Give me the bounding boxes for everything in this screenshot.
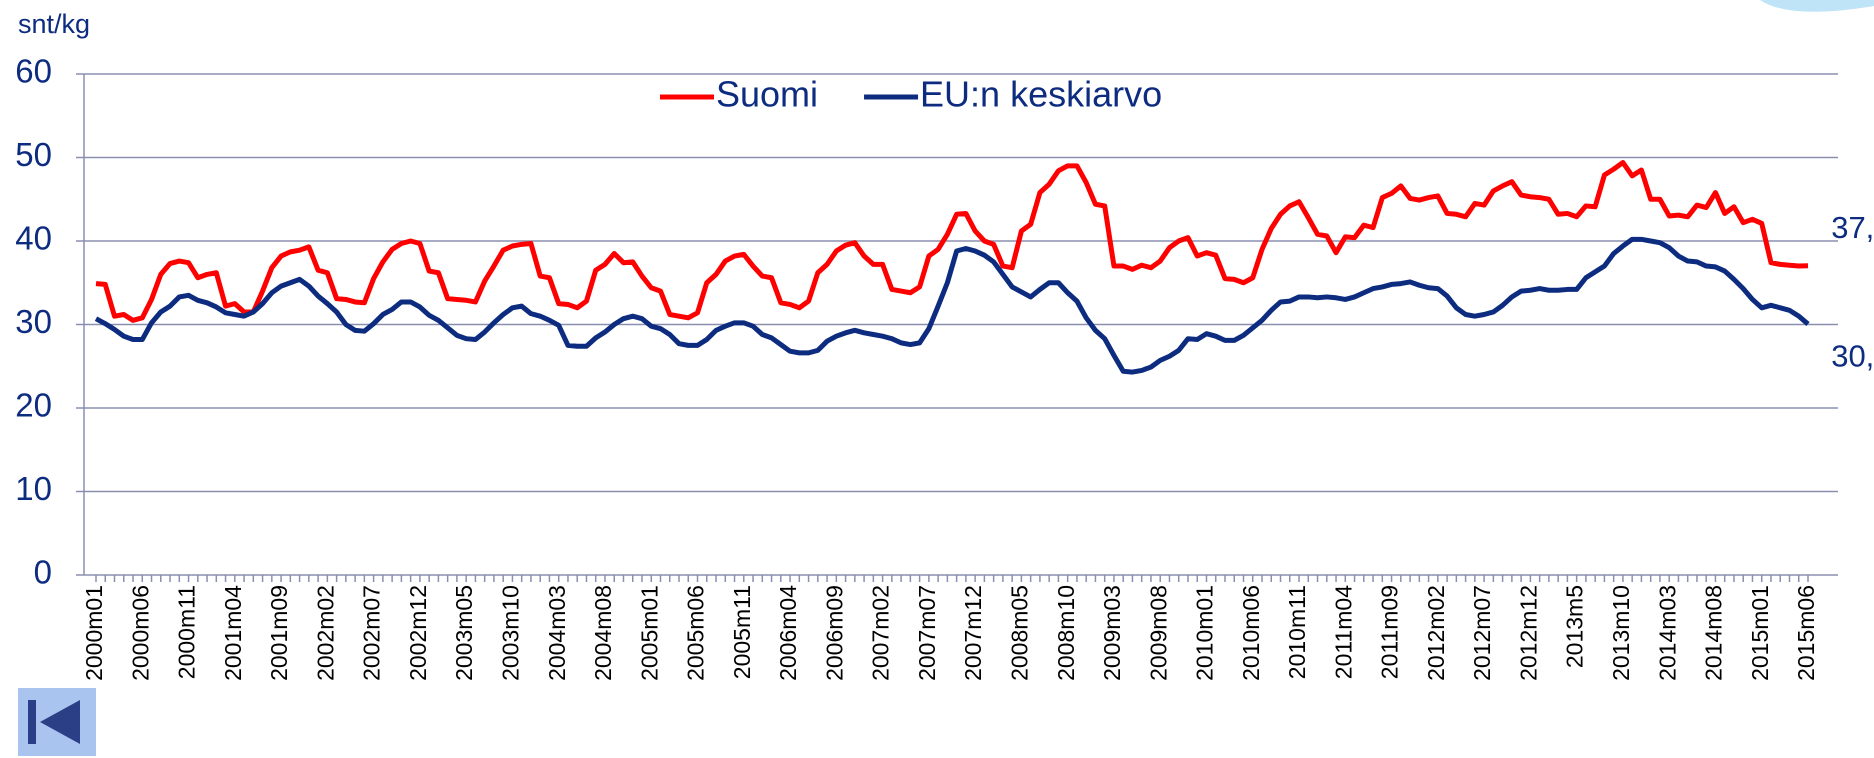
x-tick-label: 2010m11 [1284, 585, 1310, 679]
x-tick-label: 2012m12 [1515, 585, 1541, 681]
corner-decoration [1760, 0, 1874, 12]
series-line [95, 160, 1809, 323]
x-tick-label: 2011m09 [1377, 585, 1403, 679]
x-tick-label: 2009m08 [1145, 585, 1171, 681]
x-tick-label: 2007m12 [960, 585, 986, 681]
x-tick-label: 2004m03 [544, 585, 570, 681]
x-tick-label: 2012m02 [1423, 585, 1449, 681]
x-tick-label: 2000m01 [81, 585, 107, 681]
x-tick-label: 2002m02 [312, 585, 338, 681]
legend: Suomi EU:n keskiarvo [660, 74, 1162, 115]
x-tick-label: 2010m06 [1238, 585, 1264, 681]
x-tick-label: 2000m11 [174, 585, 200, 679]
button-icon-bar[interactable] [28, 700, 36, 744]
series-line [94, 236, 1810, 375]
x-tick-label: 2008m05 [1006, 585, 1032, 681]
x-tick-label: 2003m10 [498, 585, 524, 681]
x-tick-label: 2000m06 [127, 585, 153, 681]
x-tick-label: 2002m07 [359, 585, 385, 681]
x-tick-label: 2012m07 [1469, 585, 1495, 681]
x-tick-label: 2009m03 [1099, 585, 1125, 681]
x-tick-label: 2004m08 [590, 585, 616, 681]
x-tick-label: 2014m08 [1701, 585, 1727, 681]
x-tick-label: 2011m04 [1330, 585, 1356, 679]
x-tick-label: 2007m02 [868, 585, 894, 681]
nav-back-button[interactable] [18, 688, 96, 756]
x-tick-label: 2010m01 [1192, 585, 1218, 681]
x-tick-label: 2014m03 [1654, 585, 1680, 681]
x-tick-label: 2006m04 [775, 585, 801, 681]
legend-label: EU:n keskiarvo [920, 74, 1162, 115]
y-tick-label: 40 [15, 220, 52, 257]
x-tick-label: 2015m01 [1747, 585, 1773, 681]
x-tick-label: 2002m12 [405, 585, 431, 681]
x-tick-label: 2006m09 [821, 585, 847, 681]
y-axis-label: snt/kg [18, 9, 90, 39]
legend-label: Suomi [716, 74, 818, 115]
button-icon-arrow[interactable] [40, 700, 80, 744]
y-tick-label: 0 [34, 554, 52, 591]
x-tick-label: 2001m09 [266, 585, 292, 681]
x-tick-label: 2013m5 [1562, 585, 1588, 668]
x-tick-label: 2005m11 [729, 585, 755, 679]
x-tick-label: 2005m06 [683, 585, 709, 681]
y-tick-label: 30 [15, 303, 52, 340]
x-tick-label: 2001m04 [220, 585, 246, 681]
value-label: 37,04 [1831, 210, 1874, 245]
y-tick-label: 10 [15, 470, 52, 507]
x-tick-label: 2008m10 [1053, 585, 1079, 681]
x-tick-label: 2005m01 [636, 585, 662, 681]
x-tick-label: 2015m06 [1793, 585, 1819, 681]
y-tick-label: 50 [15, 136, 52, 173]
y-tick-label: 60 [15, 53, 52, 90]
x-tick-label: 2007m07 [914, 585, 940, 681]
x-tick-label: 2003m05 [451, 585, 477, 681]
value-label: 30,05 [1831, 338, 1874, 373]
x-tick-label: 2013m10 [1608, 585, 1634, 681]
y-tick-label: 20 [15, 387, 52, 424]
